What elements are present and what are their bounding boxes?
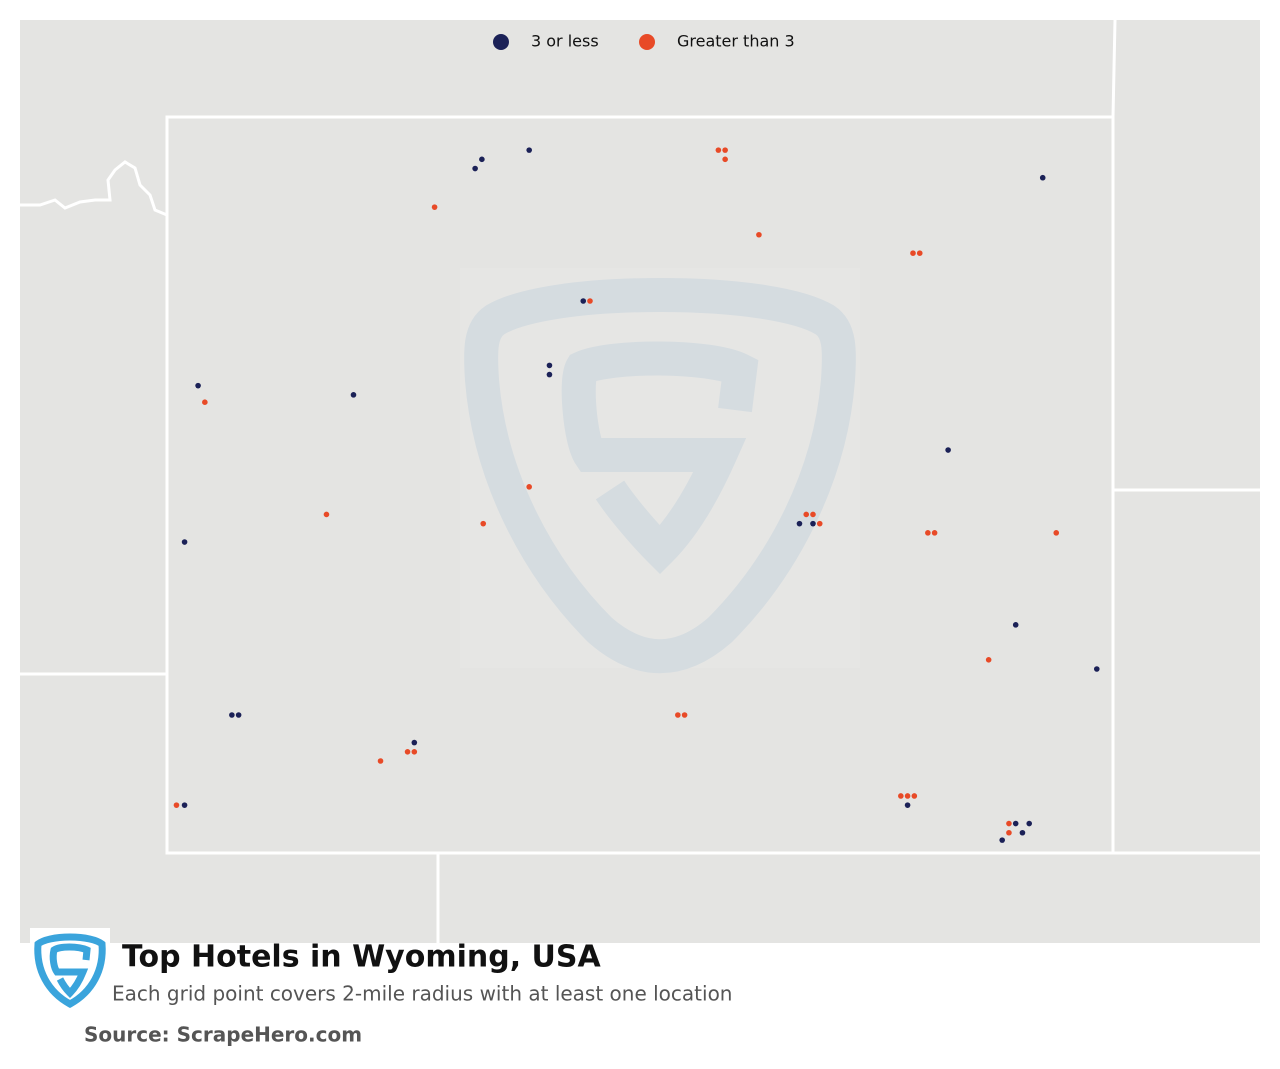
location-point [195,382,201,389]
location-point [580,298,587,304]
location-point [722,147,728,153]
location-point [235,712,242,718]
logo-s [49,943,91,998]
legend-swatch [493,34,509,50]
location-point [350,392,357,398]
legend-label: 3 or less [531,32,599,51]
legend-label: Greater than 3 [677,32,795,51]
location-point [323,511,330,518]
location-point [411,739,418,746]
location-point [1006,829,1012,836]
location-point [181,539,188,545]
location-point [411,749,418,755]
location-point [810,511,816,518]
location-point [898,793,904,799]
location-point [526,147,532,153]
points [173,147,1100,843]
location-point [816,520,823,527]
location-point [229,712,235,718]
location-point [910,250,916,256]
location-point [1006,820,1012,827]
location-point [796,520,803,527]
location-point [681,712,688,718]
location-point [803,511,810,518]
subtitle: Each grid point covers 2-mile radius wit… [112,982,732,1006]
location-point [675,712,681,718]
location-point [916,250,923,256]
location-point [925,530,931,536]
location-point [546,362,553,369]
location-point [1053,530,1060,536]
watermark-s [561,341,759,575]
location-point [181,802,188,808]
location-point [904,793,911,799]
watermark [460,268,860,674]
location-point [756,231,762,238]
location-point [999,837,1005,843]
location-point [904,802,911,808]
location-point [546,371,553,378]
location-point [480,520,487,527]
location-point [1039,174,1046,181]
location-point [526,484,532,490]
source: Source: ScrapeHero.com [84,1023,362,1047]
location-point [931,530,938,536]
location-point [1026,820,1033,827]
location-point [945,447,951,453]
location-point [722,156,728,163]
location-point [479,156,485,163]
location-point [173,802,180,808]
location-point [472,165,478,172]
neighbor-borders [20,19,1260,943]
location-point [810,520,816,527]
location-point [1019,829,1026,836]
legend: 3 or less Greater than 3 [493,32,795,51]
state-borders [20,19,1260,943]
location-point [1012,820,1019,827]
location-point [202,399,208,406]
logo-shield [34,933,106,1008]
location-point [587,298,593,304]
location-point [911,793,918,799]
legend-swatch [639,34,655,50]
location-point [404,749,411,755]
location-point [431,204,438,210]
title: Top Hotels in Wyoming, USA [122,940,602,975]
location-point [715,147,722,153]
location-point [985,657,992,663]
watermark-shield [464,277,856,674]
location-point [1012,622,1019,628]
location-point [1093,666,1100,672]
location-point [377,758,384,764]
